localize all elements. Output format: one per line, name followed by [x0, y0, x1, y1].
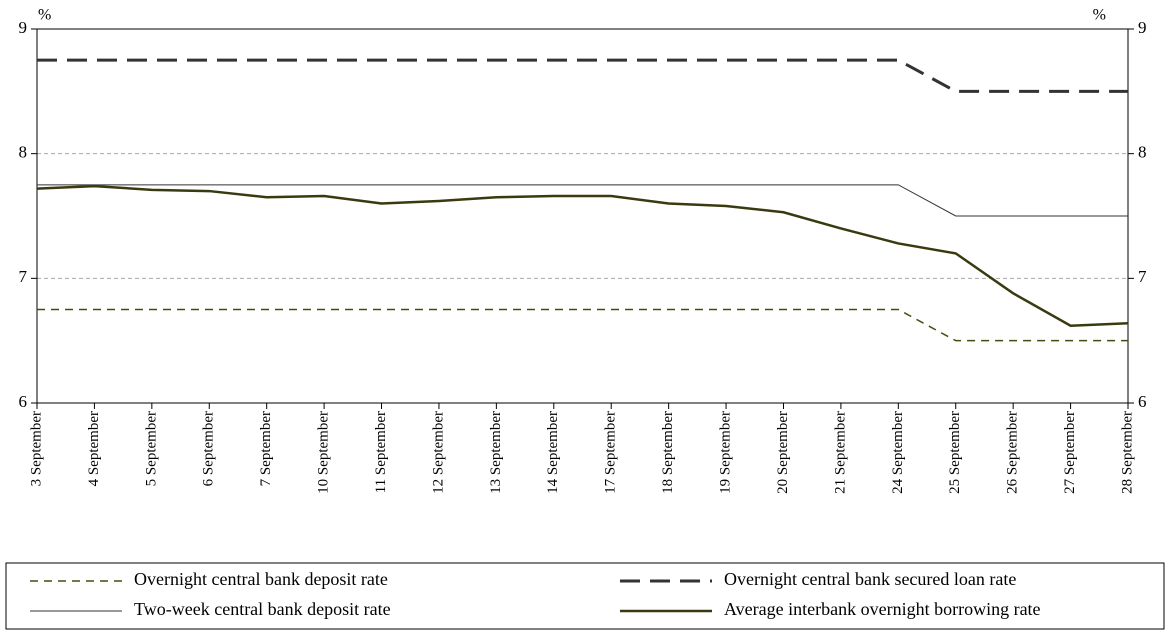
x-tick-label: 28 September	[1119, 411, 1135, 494]
x-tick-label: 26 September	[1005, 411, 1021, 494]
legend-label: Two-week central bank deposit rate	[134, 599, 391, 619]
y-axis-label: %	[38, 7, 51, 24]
series-line	[36, 184, 1129, 327]
x-tick-label: 4 September	[86, 411, 102, 486]
series-line	[37, 184, 1128, 217]
legend-label: Average interbank overnight borrowing ra…	[724, 599, 1041, 619]
y-tick-label: 9	[19, 18, 28, 37]
x-tick-label: 18 September	[660, 411, 676, 494]
y-tick-label: 6	[19, 392, 28, 411]
legend-box	[5, 562, 1165, 630]
x-tick-label: 24 September	[890, 411, 906, 494]
x-tick-label: 12 September	[430, 411, 446, 494]
y-tick-label: 7	[19, 267, 28, 286]
x-tick-label: 13 September	[488, 411, 504, 494]
x-tick-label: 27 September	[1062, 411, 1078, 494]
legend-label: Overnight central bank secured loan rate	[724, 569, 1016, 589]
x-tick-label: 20 September	[775, 411, 791, 494]
x-tick-label: 5 September	[143, 411, 159, 486]
x-tick-label: 11 September	[373, 411, 389, 493]
y2-tick-label: 9	[1138, 18, 1147, 37]
x-tick-label: 6 September	[201, 411, 217, 486]
x-tick-label: 19 September	[717, 411, 733, 494]
y2-tick-label: 7	[1138, 267, 1147, 286]
x-tick-label: 14 September	[545, 411, 561, 494]
y2-tick-label: 6	[1138, 392, 1147, 411]
x-tick-label: 7 September	[258, 411, 274, 486]
x-tick-label: 10 September	[316, 411, 332, 494]
legend-label: Overnight central bank deposit rate	[134, 569, 388, 589]
y-tick-label: 8	[19, 143, 28, 162]
x-tick-label: 25 September	[947, 411, 963, 494]
series-line	[37, 308, 1128, 342]
x-tick-label: 17 September	[603, 411, 619, 494]
x-tick-label: 3 September	[28, 411, 44, 486]
x-tick-label: 21 September	[832, 411, 848, 494]
y2-axis-label: %	[1093, 7, 1106, 24]
series-line	[37, 58, 1128, 93]
y2-tick-label: 8	[1138, 143, 1147, 162]
